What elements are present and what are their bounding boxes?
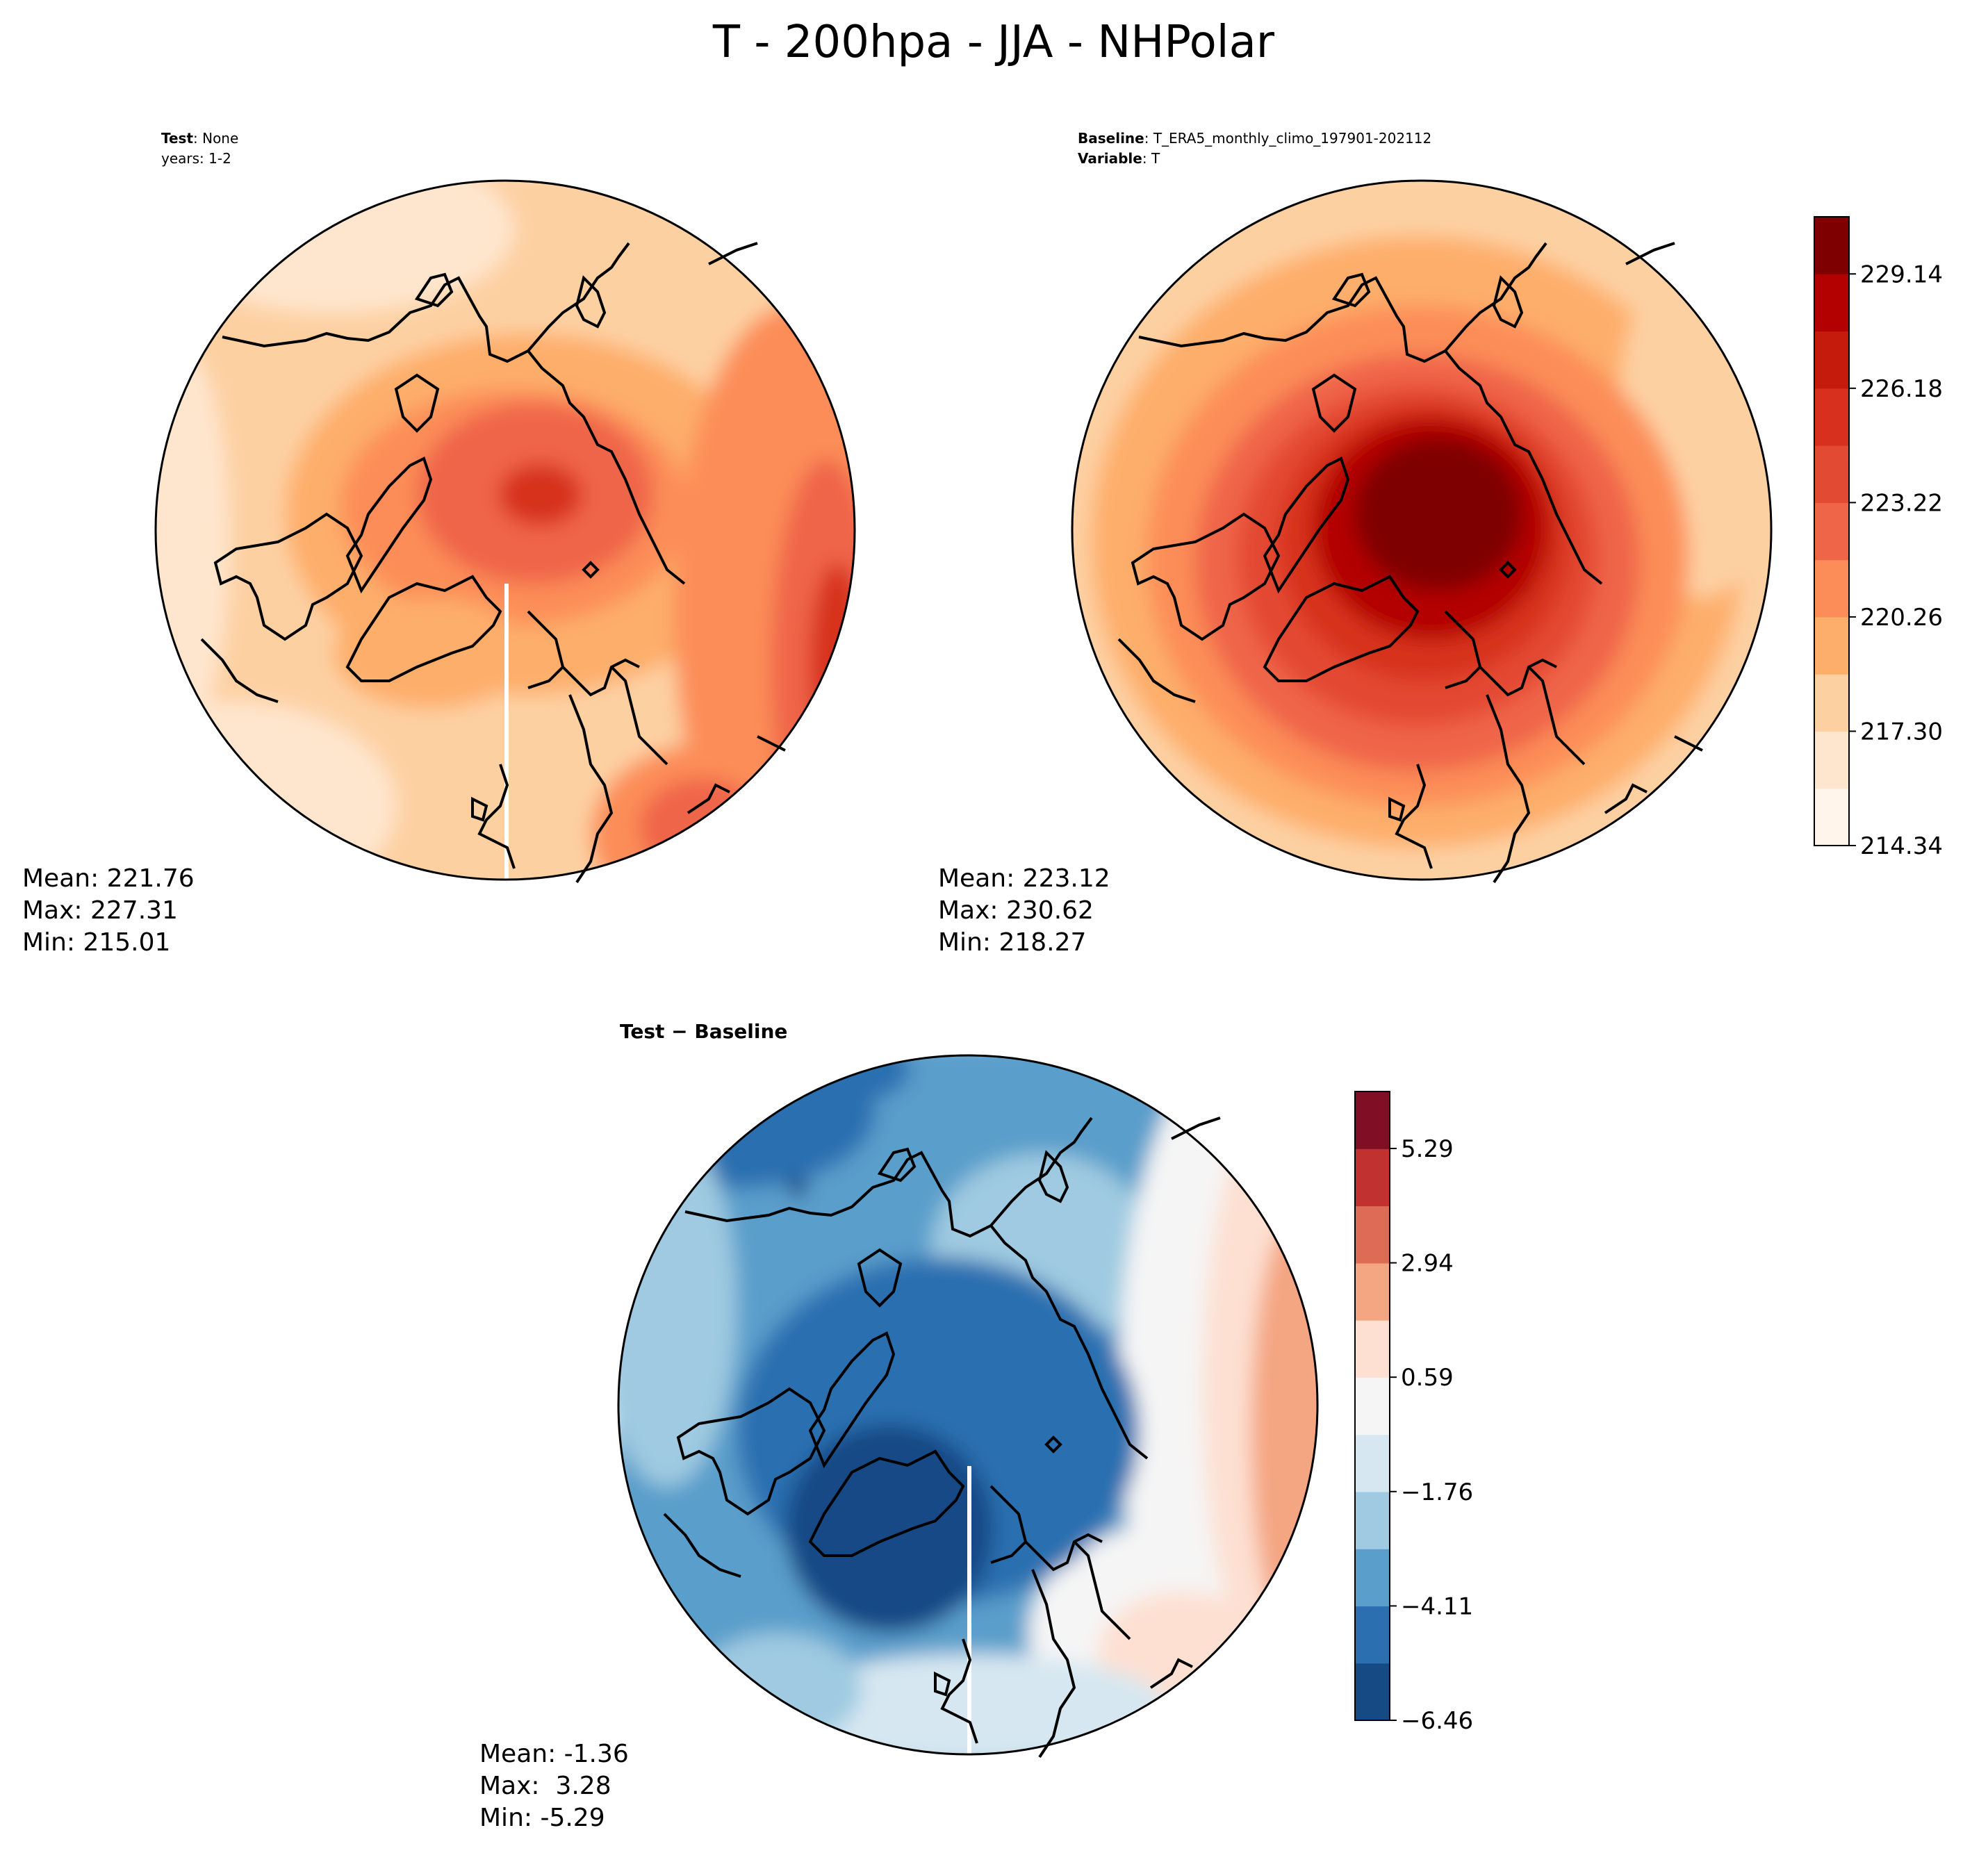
colorbar-reds-frame <box>1814 216 1850 846</box>
panel-diff: Test − Baseline <box>479 1020 1319 1832</box>
panel-test-stat-min: Min: 215.01 <box>22 928 170 957</box>
colorbar-reds-tick-label: 223.22 <box>1860 489 1943 517</box>
panel-baseline-map-border <box>1071 179 1773 881</box>
panel-test: Test: None years: 1-2 <box>22 130 856 957</box>
colorbar-reds: 214.34 217.30 220.26 223.22 226.18 229.14 <box>1814 216 1943 860</box>
panel-baseline-header-line-2: Variable: T <box>1078 150 1160 167</box>
colorbar-rdbu-segment <box>1355 1320 1390 1378</box>
colorbar-rdbu-tick-label: −1.76 <box>1401 1479 1473 1506</box>
colorbar-reds-segment <box>1814 388 1849 446</box>
panel-diff-map <box>618 1055 1317 1754</box>
colorbar-reds-segment <box>1814 331 1849 389</box>
colorbar-rdbu: −6.46 −4.11 −1.76 0.59 2.94 5.29 <box>1354 1091 1473 1735</box>
colorbar-rdbu-tick-label: 0.59 <box>1401 1364 1454 1392</box>
panel-baseline-stat-max: Max: 230.62 <box>938 896 1094 925</box>
panel-baseline-header-line-1: Baseline: T_ERA5_monthly_climo_197901-20… <box>1078 130 1431 147</box>
colorbar-reds-segment <box>1814 559 1849 618</box>
colorbar-rdbu-segment <box>1355 1606 1390 1664</box>
panel-diff-header: Test − Baseline <box>620 1020 787 1043</box>
colorbar-reds-segment <box>1814 502 1849 561</box>
colorbar-rdbu-segment <box>1355 1549 1390 1607</box>
colorbar-reds-tick-label: 217.30 <box>1860 718 1943 746</box>
panel-baseline: Baseline: T_ERA5_monthly_climo_197901-20… <box>938 130 1773 957</box>
panel-diff-stat-min: Min: -5.29 <box>479 1804 605 1832</box>
colorbar-reds-tick-label: 214.34 <box>1860 832 1943 860</box>
panel-test-coastlines <box>200 242 786 884</box>
colorbar-rdbu-segment <box>1355 1491 1390 1549</box>
colorbar-reds-segment <box>1814 217 1849 274</box>
panel-diff-stat-mean: Mean: -1.36 <box>479 1740 629 1768</box>
panel-test-stat-mean: Mean: 221.76 <box>22 864 195 893</box>
colorbar-reds-segment <box>1814 616 1849 675</box>
panel-baseline-stat-min: Min: 218.27 <box>938 928 1086 957</box>
colorbar-rdbu-segment <box>1355 1092 1390 1149</box>
colorbar-rdbu-segment <box>1355 1434 1390 1492</box>
colorbar-reds-segment <box>1814 731 1849 789</box>
panel-test-map-border <box>154 179 856 881</box>
colorbar-rdbu-segment <box>1355 1377 1390 1435</box>
figure-title: T - 200hpa - JJA - NHPolar <box>712 17 1275 68</box>
colorbar-reds-segment <box>1814 674 1849 732</box>
panel-test-header-line-1: Test: None <box>161 130 238 147</box>
panel-test-header-line-2: years: 1-2 <box>161 150 231 167</box>
colorbar-reds-segment <box>1814 788 1849 846</box>
panel-diff-map-border <box>617 1054 1319 1756</box>
colorbar-rdbu-frame <box>1354 1091 1390 1721</box>
colorbar-reds-tick-label: 229.14 <box>1860 261 1943 288</box>
panel-baseline-map <box>1072 181 1771 880</box>
colorbar-rdbu-segment <box>1355 1205 1390 1264</box>
panel-diff-coastlines <box>663 1117 1221 1759</box>
colorbar-reds-segment <box>1814 445 1849 503</box>
colorbar-rdbu-tick-label: −4.11 <box>1401 1592 1473 1620</box>
colorbar-rdbu-tick-label: 2.94 <box>1401 1250 1454 1278</box>
panel-test-stat-max: Max: 227.31 <box>22 896 178 925</box>
colorbar-rdbu-tick-label: −6.46 <box>1401 1707 1473 1735</box>
colorbar-reds-segment <box>1814 274 1849 332</box>
colorbar-reds-tick-label: 220.26 <box>1860 604 1943 632</box>
colorbar-rdbu-segment <box>1355 1262 1390 1321</box>
panel-diff-stat-max: Max: 3.28 <box>479 1772 611 1800</box>
colorbar-rdbu-tick-label: 5.29 <box>1401 1135 1454 1163</box>
colorbar-rdbu-segment <box>1355 1148 1390 1207</box>
colorbar-rdbu-segment <box>1355 1663 1390 1721</box>
panel-baseline-coastlines <box>1117 242 1703 884</box>
colorbar-reds-tick-label: 226.18 <box>1860 375 1943 403</box>
panel-baseline-stat-mean: Mean: 223.12 <box>938 864 1110 893</box>
